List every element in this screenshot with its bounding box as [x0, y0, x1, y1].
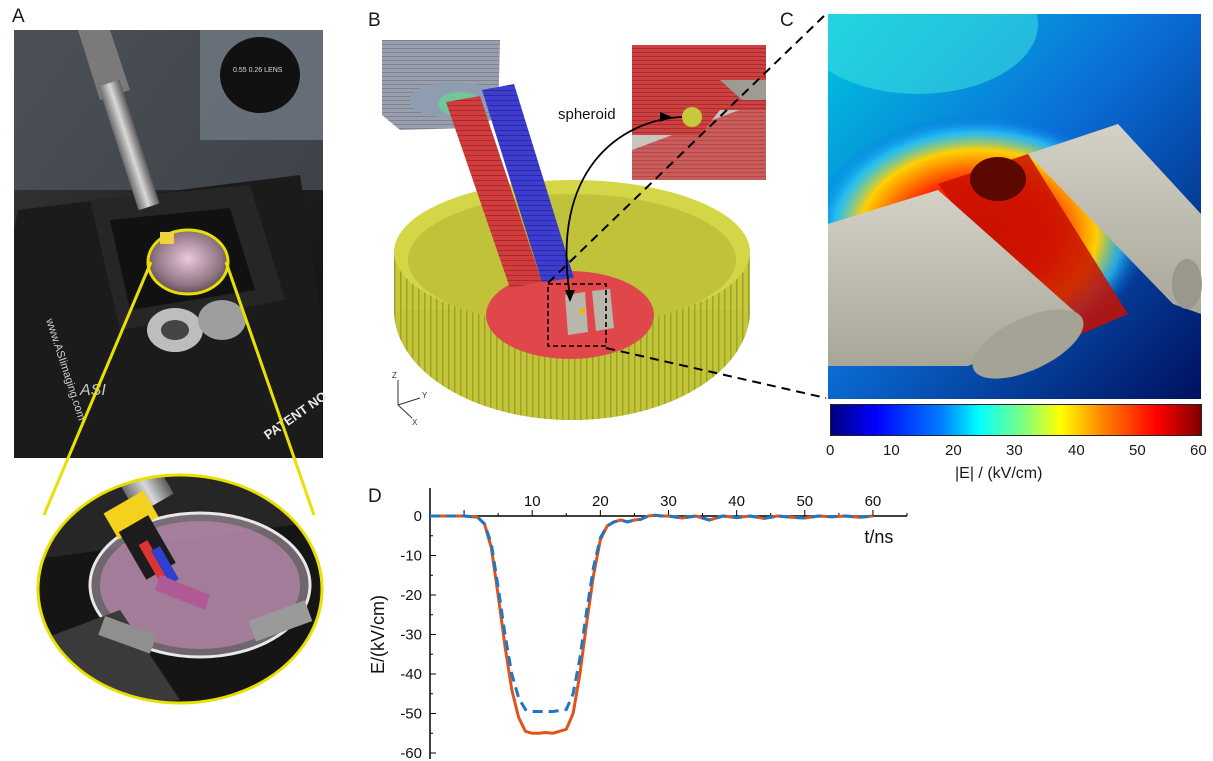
x-tick-label: 20	[592, 493, 609, 510]
panel-label-d: D	[368, 486, 382, 507]
magnified-circle-border	[36, 473, 324, 705]
red-electrode	[446, 96, 542, 288]
spheroid-marker	[682, 107, 702, 127]
series-line-2	[430, 513, 874, 713]
spheroid-label: spheroid	[558, 106, 616, 123]
y-tick-label: -60	[400, 745, 422, 760]
y-tick-label: -10	[400, 548, 422, 565]
zoom-box	[547, 283, 607, 347]
x-tick-label: 10	[524, 493, 541, 510]
highlight-circle	[146, 228, 230, 296]
y-tick-label: -20	[400, 587, 422, 604]
colorbar-ticks: 0 10 20 30 40 50 60	[826, 442, 1207, 459]
colorbar	[830, 404, 1202, 436]
panel-a-photo: 0.55 0.26 LENS www.ASIimaging.com ASI PA…	[14, 30, 330, 705]
panel-c-field-map	[828, 14, 1202, 399]
svg-text:0.55 0.26 LENS: 0.55 0.26 LENS	[233, 67, 283, 74]
panel-label-a: A	[12, 6, 25, 27]
y-tick-label: -50	[400, 706, 422, 723]
svg-text:Z: Z	[392, 371, 397, 380]
right-electrode	[1028, 124, 1201, 314]
axis-triad: Z Y X	[392, 371, 428, 427]
series-line-1	[430, 513, 874, 735]
x-tick-label: 30	[660, 493, 677, 510]
x-tick-label: 40	[728, 493, 745, 510]
svg-text:X: X	[412, 418, 418, 427]
x-tick-label: 60	[865, 493, 882, 510]
svg-text:Y: Y	[422, 391, 428, 400]
y-tick-label: 0	[414, 508, 422, 525]
panel-d-chart: 10 20 30 40 50 60 0 -10 -20 -30 -40 -50 -60 t/ns E/(kV…	[368, 488, 908, 760]
panel-b-model: spheroid Z Y X	[382, 40, 766, 427]
inset-spheroid-view	[632, 45, 766, 180]
probe-rod	[98, 79, 160, 211]
y-axis-label: E/(kV/cm)	[368, 595, 388, 674]
panel-label-b: B	[368, 10, 381, 31]
x-axis-label: t/ns	[864, 527, 893, 547]
lens-housing	[220, 37, 300, 113]
y-tick-label: -40	[400, 666, 422, 683]
y-tick-label: -30	[400, 627, 422, 644]
x-tick-label: 50	[796, 493, 813, 510]
colorbar-label: |E| / (kV/cm)	[955, 465, 1043, 482]
magnified-view	[38, 475, 322, 703]
